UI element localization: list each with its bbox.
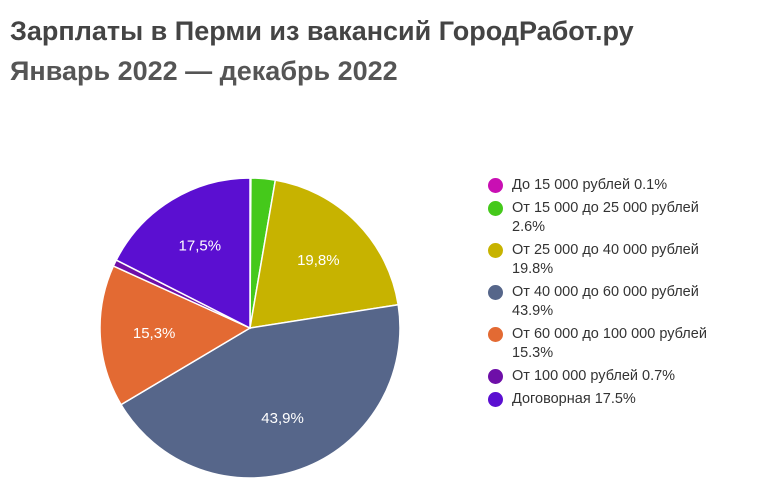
legend-label: От 60 000 до 100 000 рублей 15.3% (512, 326, 707, 361)
legend-dot-icon (488, 243, 503, 258)
legend-item-0[interactable]: До 15 000 рублей 0.1% (488, 176, 728, 195)
pie-slice-2 (249, 179, 400, 329)
legend-item-1[interactable]: От 15 000 до 25 000 рублей 2.6% (488, 199, 728, 237)
legend-label: От 40 000 до 60 000 рублей 43.9% (512, 284, 699, 319)
legend-label: От 15 000 до 25 000 рублей 2.6% (512, 200, 699, 235)
pie-slice-3 (120, 303, 401, 479)
slice-label-6: 17,5% (179, 238, 222, 255)
legend-item-2[interactable]: От 25 000 до 40 000 рублей 19.8% (488, 241, 728, 279)
chart-subtitle: Январь 2022 — декабрь 2022 (10, 56, 398, 86)
chart-title: Зарплаты в Перми из вакансий ГородРабот.… (10, 16, 634, 46)
legend-dot-icon (488, 178, 503, 193)
legend-dot-icon (488, 369, 503, 384)
legend-dot-icon (488, 392, 503, 407)
legend-label: Договорная 17.5% (512, 391, 636, 407)
legend-dot-icon (488, 285, 503, 300)
slice-label-3: 43,9% (261, 410, 304, 427)
legend-label: От 25 000 до 40 000 рублей 19.8% (512, 242, 699, 277)
legend-item-4[interactable]: От 60 000 до 100 000 рублей 15.3% (488, 325, 728, 363)
legend-label: От 100 000 рублей 0.7% (512, 368, 676, 384)
pie-slice-6 (115, 177, 251, 330)
legend-item-5[interactable]: От 100 000 рублей 0.7% (488, 367, 728, 386)
pie-slice-4 (99, 265, 252, 406)
legend-item-6[interactable]: Договорная 17.5% (488, 390, 728, 409)
chart-legend: До 15 000 рублей 0.1% От 15 000 до 25 000… (488, 176, 728, 413)
legend-item-3[interactable]: От 40 000 до 60 000 рублей 43.9% (488, 283, 728, 321)
slice-label-2: 19,8% (297, 252, 340, 269)
legend-dot-icon (488, 201, 503, 216)
legend-label: До 15 000 рублей 0.1% (512, 177, 668, 193)
legend-dot-icon (488, 327, 503, 342)
slice-label-4: 15,3% (133, 325, 176, 342)
